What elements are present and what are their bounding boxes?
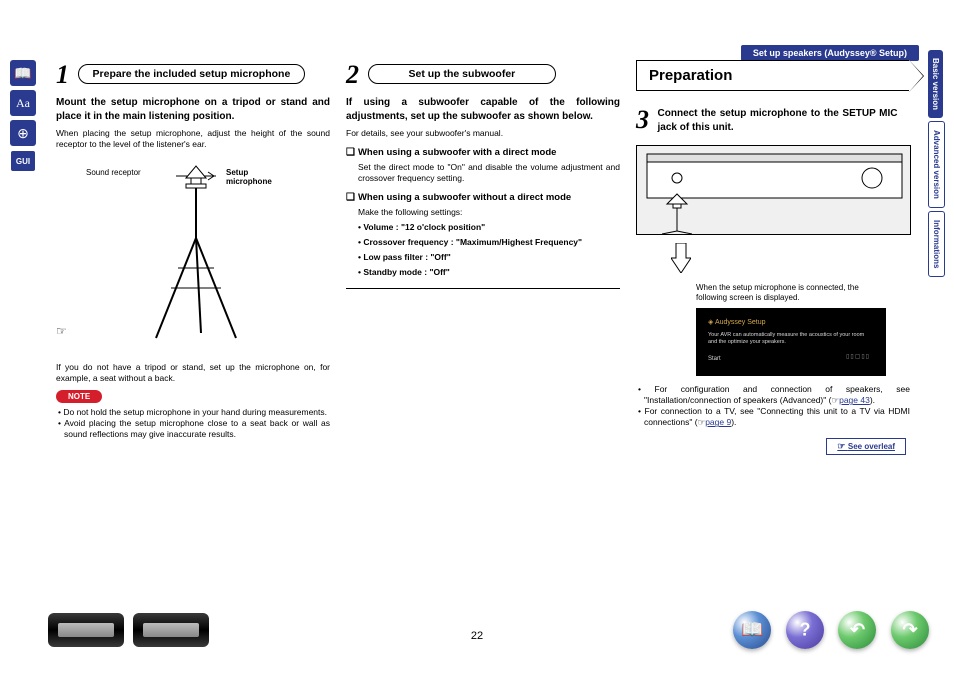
book-icon: 📖 [741, 620, 763, 641]
setting-item: • Volume : "12 o'clock position" [358, 222, 620, 233]
sub-heading: ❏When using a subwoofer without a direct… [346, 192, 620, 203]
pointer-icon: ☞ [56, 324, 67, 338]
step3-title: Connect the setup microphone to the SETU… [658, 107, 898, 135]
setting-item: • Crossover frequency : "Maximum/Highest… [358, 237, 620, 248]
step1-title: Prepare the included setup microphone [78, 64, 306, 84]
step1-notes: • Do not hold the setup microphone in yo… [56, 407, 330, 440]
sidebar-right: Basic version Advanced version Informati… [928, 50, 946, 280]
question-icon: ? [799, 620, 810, 641]
note-badge: NOTE [56, 390, 102, 403]
help-button[interactable]: ? [786, 611, 824, 649]
step1-body: When placing the setup microphone, adjus… [56, 128, 330, 150]
step1-after: If you do not have a tripod or stand, se… [56, 362, 330, 384]
book-icon[interactable]: 📖 [10, 60, 36, 86]
sub-heading: ❏When using a subwoofer with a direct mo… [346, 147, 620, 158]
see-overleaf-link[interactable]: See overleaf [826, 438, 906, 455]
step3-number: 3 [636, 105, 649, 135]
text-size-icon[interactable]: Aa [10, 90, 36, 116]
step2-number: 2 [346, 60, 359, 90]
page-link[interactable]: page 9 [705, 417, 731, 427]
column-3: Preparation 3 Connect the setup micropho… [628, 60, 918, 455]
forward-button[interactable]: ↷ [891, 611, 929, 649]
step1-subtitle: Mount the setup microphone on a tripod o… [56, 96, 330, 124]
sub-text: Set the direct mode to "On" and disable … [358, 162, 620, 184]
footer-left [48, 613, 215, 649]
preparation-heading: Preparation [636, 60, 910, 91]
step2-detail: For details, see your subwoofer's manual… [346, 128, 620, 139]
step3-notes: • For configuration and connection of sp… [636, 384, 910, 428]
back-button[interactable]: ↶ [838, 611, 876, 649]
note-item: • Avoid placing the setup microphone clo… [56, 418, 330, 440]
divider [346, 288, 620, 289]
page-header: Set up speakers (Audyssey® Setup) [741, 45, 919, 61]
screen-body: Your AVR can automatically measure the a… [708, 332, 874, 346]
tripod-figure: Sound receptor Setup microphone ☞ [56, 158, 326, 358]
screen-title: ◈ Audyssey Setup [708, 318, 874, 326]
step2-title: Set up the subwoofer [368, 64, 557, 84]
masks-icon[interactable]: ⊕ [10, 120, 36, 146]
step1-number: 1 [56, 60, 69, 90]
receiver-button-1[interactable] [48, 613, 124, 647]
setting-item: • Low pass filter : "Off" [358, 252, 620, 263]
page-number: 22 [471, 630, 483, 642]
column-1: 1 Prepare the included setup microphone … [48, 60, 338, 440]
column-2: 2 Set up the subwoofer If using a subwoo… [338, 60, 628, 299]
receiver-button-2[interactable] [133, 613, 209, 647]
step2-subtitle: If using a subwoofer capable of the foll… [346, 96, 620, 124]
book-button[interactable]: 📖 [733, 611, 771, 649]
redo-icon: ↷ [902, 620, 917, 641]
gui-icon[interactable]: GUI [10, 150, 36, 172]
device-figure [636, 145, 911, 235]
tab-basic-version[interactable]: Basic version [928, 50, 943, 118]
avr-unit-icon [637, 146, 912, 236]
tripod-icon [116, 158, 266, 358]
sub-text: Make the following settings: [358, 207, 620, 218]
setting-item: • Standby mode : "Off" [358, 267, 620, 278]
arrow-down-icon [671, 243, 691, 273]
footer-right: 📖 ? ↶ ↷ [721, 611, 929, 649]
tab-informations[interactable]: Informations [928, 211, 945, 277]
undo-icon: ↶ [850, 620, 865, 641]
tab-advanced-version[interactable]: Advanced version [928, 121, 945, 208]
callout-text: When the setup microphone is connected, … [696, 283, 876, 304]
note-item: • For configuration and connection of sp… [636, 384, 910, 406]
page-link[interactable]: page 43 [839, 395, 870, 405]
note-item: • Do not hold the setup microphone in yo… [56, 407, 330, 418]
content: 1 Prepare the included setup microphone … [48, 60, 923, 620]
footer: 22 📖 ? ↶ ↷ [0, 613, 954, 657]
screen-preview: ◈ Audyssey Setup Your AVR can automatica… [696, 308, 886, 376]
note-item: • For connection to a TV, see "Connectin… [636, 406, 910, 428]
speaker-layout-icon: ▯▯▢▯▯ [846, 353, 870, 360]
sidebar-left: 📖 Aa ⊕ GUI [10, 60, 38, 172]
